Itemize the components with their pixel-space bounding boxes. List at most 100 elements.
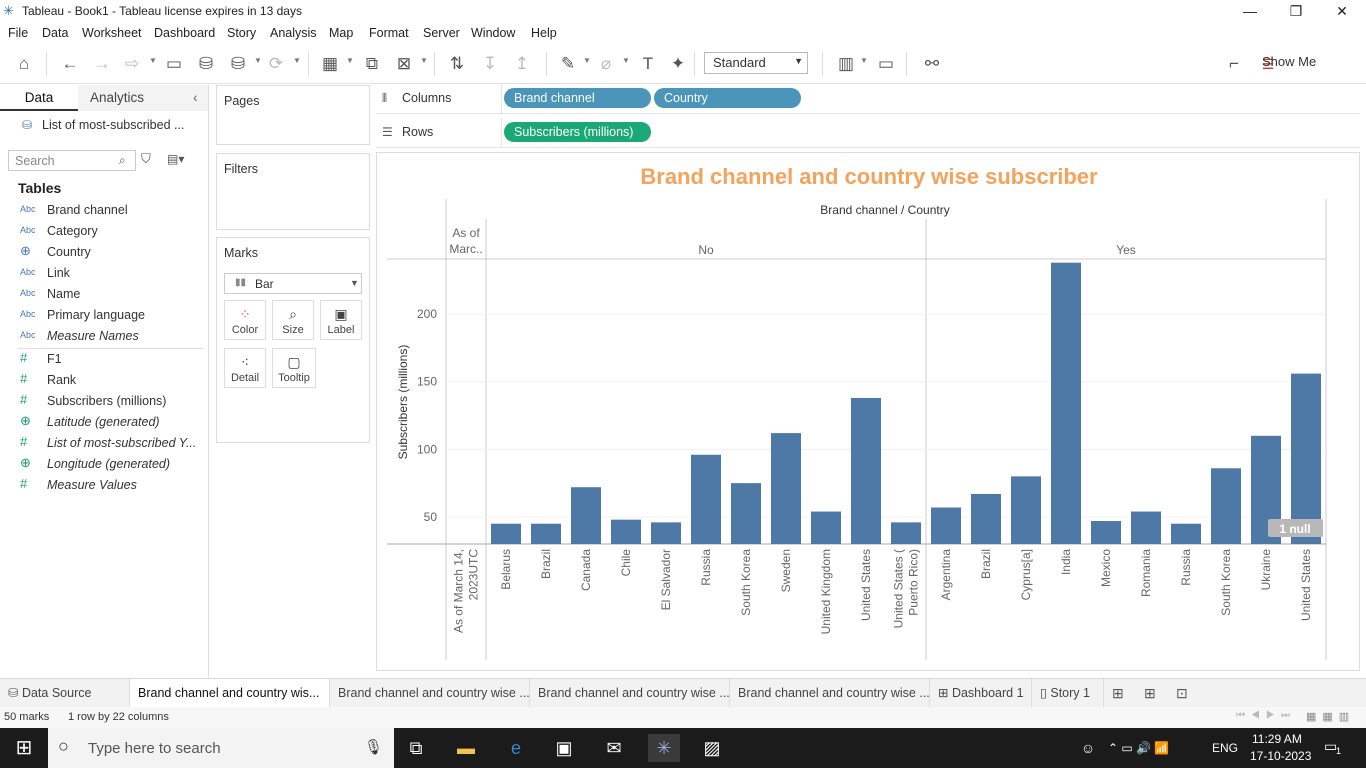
tab-data-source[interactable]: ⛁ Data Source [0,679,130,708]
home-icon[interactable]: ⌂ [18,54,30,73]
minimize-icon[interactable]: — [1243,3,1257,19]
fix-axes-icon[interactable]: ✦ [670,54,686,73]
notification-icon[interactable]: ▭ [1324,738,1338,754]
undo-icon[interactable]: ← [61,54,79,73]
fit-select[interactable]: Standard ▼ [704,52,808,74]
tab-sheet-4[interactable]: Brand channel and country wise ... [730,679,930,708]
people-icon[interactable]: ☺ [1080,740,1096,756]
tab-dashboard[interactable]: ⊞ Dashboard 1 [930,679,1032,708]
tableau-taskbar-icon[interactable]: ✳ [648,734,680,762]
menu-file[interactable]: File [8,26,29,40]
group-icon[interactable]: ⌀ [600,54,612,73]
menu-server[interactable]: Server [423,26,460,40]
menu-analysis[interactable]: Analysis [270,26,317,40]
clock-time[interactable]: 11:29 AM [1252,732,1302,746]
show-labels-icon[interactable]: T [642,54,654,73]
duplicate-icon[interactable]: ⧉ [365,54,379,73]
pages-card[interactable]: Pages [216,85,370,145]
system-tray-icons[interactable]: ⌃ ▭ 🔊 📶 [1108,741,1170,755]
filters-card[interactable]: Filters [216,153,370,230]
sort-ascending-icon[interactable]: ↧ [482,54,498,73]
field-f1[interactable]: # F1 [0,350,205,371]
menu-window[interactable]: Window [471,26,516,40]
field-measure-values[interactable]: # Measure Values [0,476,205,497]
label-button[interactable]: ▣ Label [320,300,362,340]
collapse-pane-icon[interactable]: ‹ [193,89,198,105]
field-name[interactable]: Abc Name [0,285,205,306]
tab-analytics[interactable]: Analytics [78,85,208,111]
new-worksheet-icon[interactable]: ⊞ [1112,685,1124,701]
chevron-down-icon: ▼ [794,56,803,66]
rows-pill-subscribers[interactable]: Subscribers (millions) [504,122,651,142]
field-measure-names[interactable]: Abc Measure Names [0,327,205,348]
tooltip-button[interactable]: ▢ Tooltip [272,348,316,388]
columns-pill-brand-channel[interactable]: Brand channel [504,88,651,108]
tab-sheet-1[interactable]: Brand channel and country wis... [130,679,330,708]
redo-icon[interactable]: → [93,54,111,73]
tab-story[interactable]: ▯ Story 1 [1032,679,1104,708]
datasource-name[interactable]: List of most-subscribed ... [42,118,185,132]
taskbar-search[interactable]: ○ Type here to search 🎙 [48,728,394,768]
menu-map[interactable]: Map [329,26,354,40]
field-brand-channel[interactable]: Abc Brand channel [0,201,205,222]
highlight-icon[interactable]: ✎ [560,54,576,73]
paint-icon[interactable]: ⌐ [1229,54,1239,73]
edge-icon[interactable]: e [510,738,521,758]
file-explorer-icon[interactable]: ▬ [457,738,475,758]
view-mode-icon[interactable]: ▦▦▥ [1306,711,1356,723]
new-worksheet-icon[interactable]: ▦ [321,54,339,73]
detail-button[interactable]: ⁖ Detail [224,348,266,388]
field-category[interactable]: Abc Category [0,222,205,243]
tab-sheet-2[interactable]: Brand channel and country wise ... [330,679,530,708]
store-icon[interactable]: ▣ [555,738,573,758]
presentation-mode-icon[interactable]: ▭ [877,54,895,73]
new-datasource-icon[interactable]: ⛁ [198,54,214,73]
mail-icon[interactable]: ✉ [606,738,622,758]
tab-sheet-3[interactable]: Brand channel and country wise ... [530,679,730,708]
refresh-icon[interactable]: ⟳ [268,54,284,73]
share-icon[interactable]: ⚯ [924,54,940,73]
search-input[interactable]: Search ⌕ [8,150,136,171]
menu-data[interactable]: Data [42,26,69,40]
filter-icon[interactable]: ⛉ [141,151,151,166]
tab-data[interactable]: Data [0,85,78,111]
field-subscribers-millions[interactable]: # Subscribers (millions) [0,392,205,413]
field-link[interactable]: Abc Link [0,264,205,285]
menu-format[interactable]: Format [369,26,409,40]
sort-descending-icon[interactable]: ↥ [514,54,530,73]
sheet-nav-icon[interactable]: ⏮◀▶⏭ [1236,710,1296,721]
restore-icon[interactable]: ❐ [1289,3,1303,19]
pause-updates-icon[interactable]: ⛁ [230,54,246,73]
menu-help[interactable]: Help [531,26,557,40]
new-story-icon[interactable]: ⊡ [1176,685,1188,701]
fit-value: Standard [713,55,766,70]
windows-start-icon[interactable]: ⊞ [15,737,33,759]
field-rank[interactable]: # Rank [0,371,205,392]
color-button[interactable]: ⁘ Color [224,300,266,340]
show-me-button[interactable]: Show Me [1262,54,1317,69]
field-latitude-generated[interactable]: ⊕ Latitude (generated) [0,413,205,434]
close-icon[interactable]: ✕ [1336,3,1348,19]
swap-icon[interactable]: ⇅ [449,54,465,73]
field-primary-language[interactable]: Abc Primary language [0,306,205,327]
menu-story[interactable]: Story [227,26,257,40]
clear-sheet-icon[interactable]: ⊠ [396,54,412,73]
photos-icon[interactable]: ▨ [703,738,721,758]
language-indicator[interactable]: ENG [1212,741,1239,755]
field-list-of-most-subscribed-y[interactable]: # List of most-subscribed Y... [0,434,205,455]
clock-date[interactable]: 17-10-2023 [1250,749,1312,763]
field-longitude-generated[interactable]: ⊕ Longitude (generated) [0,455,205,476]
columns-pill-country[interactable]: Country [654,88,801,108]
menu-dashboard[interactable]: Dashboard [154,26,216,40]
mark-type-select[interactable]: ▮▮ Bar ▼ [224,273,362,294]
new-dashboard-icon[interactable]: ⊞ [1144,685,1156,701]
replay-icon[interactable]: ⇨ [124,54,140,73]
show-cards-icon[interactable]: ▥ [837,54,855,73]
microphone-icon[interactable]: 🎙 [364,739,384,756]
menu-worksheet[interactable]: Worksheet [82,26,142,40]
field-country[interactable]: ⊕ Country [0,243,205,264]
save-icon[interactable]: ▭ [165,54,183,73]
view-options-icon[interactable]: ▤▾ [167,152,185,166]
size-button[interactable]: ⌕ Size [272,300,314,340]
task-view-icon[interactable]: ⧉ [409,738,423,758]
